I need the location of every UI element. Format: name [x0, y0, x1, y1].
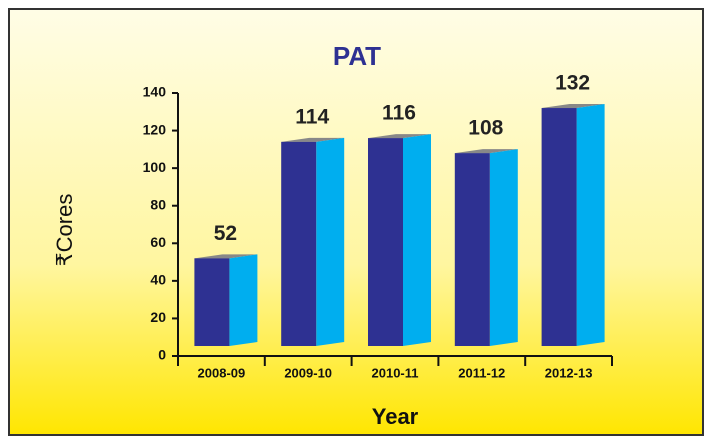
x-axis-label: Year: [372, 404, 419, 429]
y-tick-label: 20: [150, 309, 166, 325]
y-tick-label: 100: [143, 159, 167, 175]
bar-top: [281, 137, 345, 142]
bar-side: [316, 137, 345, 346]
bar-top: [541, 104, 605, 109]
value-label: 108: [468, 117, 503, 140]
chart-title: PAT: [333, 41, 381, 71]
bar-side: [489, 149, 518, 346]
bar-side: [229, 254, 258, 346]
value-label: 116: [382, 102, 416, 125]
y-tick-label: 80: [150, 196, 166, 212]
bar: [281, 141, 317, 346]
bar: [368, 138, 403, 346]
x-tick-label: 2011-12: [458, 365, 505, 380]
y-tick-label: 40: [150, 272, 166, 288]
y-tick-label: 60: [150, 234, 166, 250]
x-tick-label: 2009-10: [284, 365, 332, 380]
bar-side: [403, 134, 431, 346]
value-label: 52: [214, 222, 237, 245]
value-label: 114: [295, 105, 329, 128]
bar-top: [194, 254, 258, 259]
bar: [454, 153, 490, 346]
value-label: 132: [555, 72, 590, 95]
x-tick-label: 2012-13: [545, 365, 593, 380]
bar-top: [368, 134, 431, 139]
bar: [541, 108, 577, 347]
bar-side: [576, 104, 605, 347]
y-axis-label: ₹Cores: [52, 194, 77, 267]
x-tick-label: 2008-09: [198, 365, 246, 380]
x-tick-label: 2010-11: [372, 365, 419, 380]
bar: [194, 258, 230, 346]
y-tick-label: 140: [143, 84, 167, 100]
bar-top: [454, 149, 518, 154]
y-tick-label: 0: [158, 347, 166, 363]
y-tick-label: 120: [143, 121, 167, 137]
